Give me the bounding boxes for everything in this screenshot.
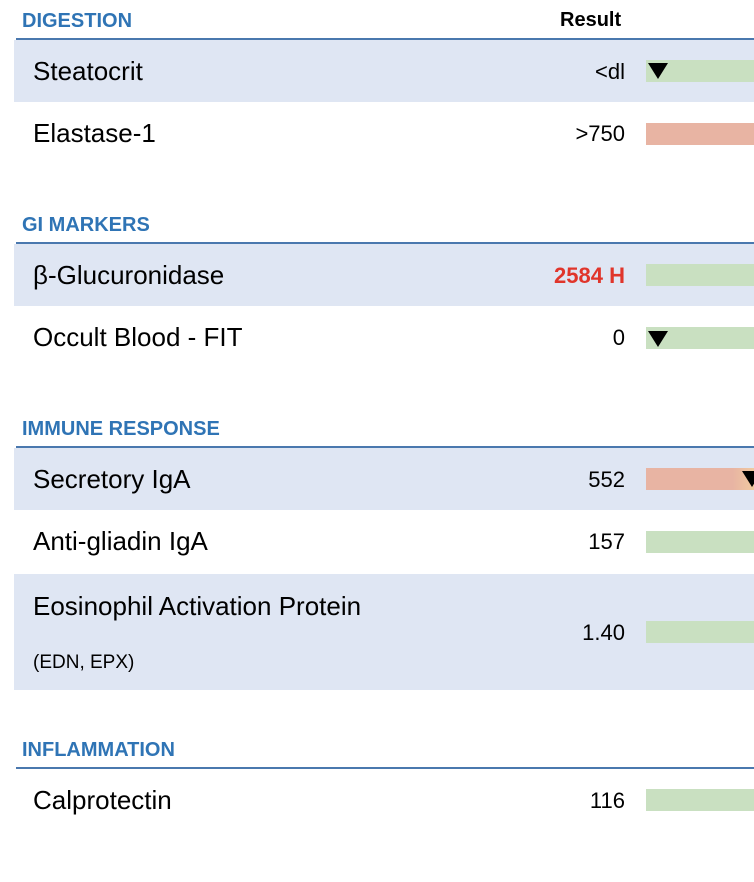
- test-name: Steatocrit: [33, 56, 143, 86]
- test-value: <dl: [595, 59, 625, 84]
- range-bar: [646, 621, 754, 643]
- test-name: β-Glucuronidase: [33, 260, 225, 290]
- range-bar: [646, 327, 754, 349]
- section-divider: [16, 767, 754, 769]
- range-bar: [646, 468, 754, 490]
- result-row-elastase: Elastase-1 >750: [14, 102, 754, 164]
- range-bar: [646, 123, 754, 145]
- test-value: 116: [589, 788, 625, 813]
- section-title-immune-response: IMMUNE RESPONSE: [22, 418, 220, 440]
- test-name: Elastase-1: [33, 118, 156, 148]
- test-name: Eosinophil Activation Protein: [33, 591, 362, 621]
- test-name: Calprotectin: [33, 785, 172, 815]
- range-bar: [646, 264, 754, 286]
- test-name: Secretory IgA: [33, 464, 191, 494]
- test-sublabel: (EDN, EPX): [33, 652, 135, 673]
- result-row-steatocrit: Steatocrit <dl: [14, 40, 754, 102]
- result-row-beta-glucuronidase: β-Glucuronidase 2584 H: [14, 244, 754, 306]
- range-bar: [646, 789, 754, 811]
- section-title-digestion: DIGESTION: [22, 10, 133, 32]
- result-marker-icon: [648, 331, 668, 347]
- result-row-secretory-iga: Secretory IgA 552: [14, 448, 754, 510]
- result-row-calprotectin: Calprotectin 116: [14, 769, 754, 831]
- test-value: 0: [612, 325, 625, 350]
- result-row-anti-gliadin-iga: Anti-gliadin IgA 157: [14, 510, 754, 572]
- result-row-occult-blood: Occult Blood - FIT 0: [14, 306, 754, 368]
- section-divider: [16, 242, 754, 244]
- section-divider: [16, 446, 754, 448]
- test-name: Anti-gliadin IgA: [33, 526, 208, 556]
- result-marker-icon: [742, 471, 754, 487]
- range-bar: [646, 60, 754, 82]
- section-title-gi-markers: GI MARKERS: [22, 214, 150, 236]
- test-value: 157: [588, 529, 625, 554]
- range-bar: [646, 531, 754, 553]
- section-title-inflammation: INFLAMMATION: [22, 739, 175, 761]
- test-value: >750: [575, 121, 625, 146]
- section-divider: [16, 38, 754, 40]
- test-value: 552: [588, 467, 625, 492]
- test-name: Occult Blood - FIT: [33, 322, 243, 352]
- result-row-eosinophil-protein: Eosinophil Activation Protein (EDN, EPX)…: [14, 574, 754, 690]
- test-value: 1.40: [582, 620, 625, 645]
- result-column-header: Result: [560, 9, 622, 31]
- test-value-high: 2584 H: [554, 263, 625, 288]
- result-marker-icon: [648, 63, 668, 79]
